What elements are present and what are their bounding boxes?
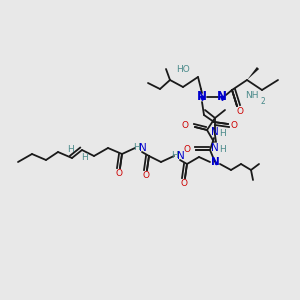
Text: O: O [236, 107, 244, 116]
Text: N: N [177, 151, 185, 161]
Text: O: O [181, 179, 188, 188]
Text: HO: HO [176, 64, 190, 74]
Text: O: O [182, 122, 189, 130]
Text: N: N [139, 143, 147, 153]
Text: H: H [81, 154, 87, 163]
Text: 2: 2 [261, 97, 266, 106]
Text: NH: NH [245, 92, 259, 100]
Text: H: H [220, 146, 226, 154]
Text: H: H [172, 152, 178, 160]
Text: N: N [197, 91, 207, 103]
Text: N: N [211, 127, 219, 137]
Text: N: N [211, 157, 219, 167]
Text: O: O [230, 121, 238, 130]
Text: H: H [220, 130, 226, 139]
Text: O: O [183, 145, 190, 154]
Polygon shape [247, 67, 259, 80]
Text: O: O [116, 169, 122, 178]
Text: O: O [142, 172, 149, 181]
Text: N: N [211, 143, 219, 153]
Text: H: H [134, 143, 140, 152]
Text: N: N [217, 91, 227, 103]
Text: H: H [67, 146, 73, 154]
